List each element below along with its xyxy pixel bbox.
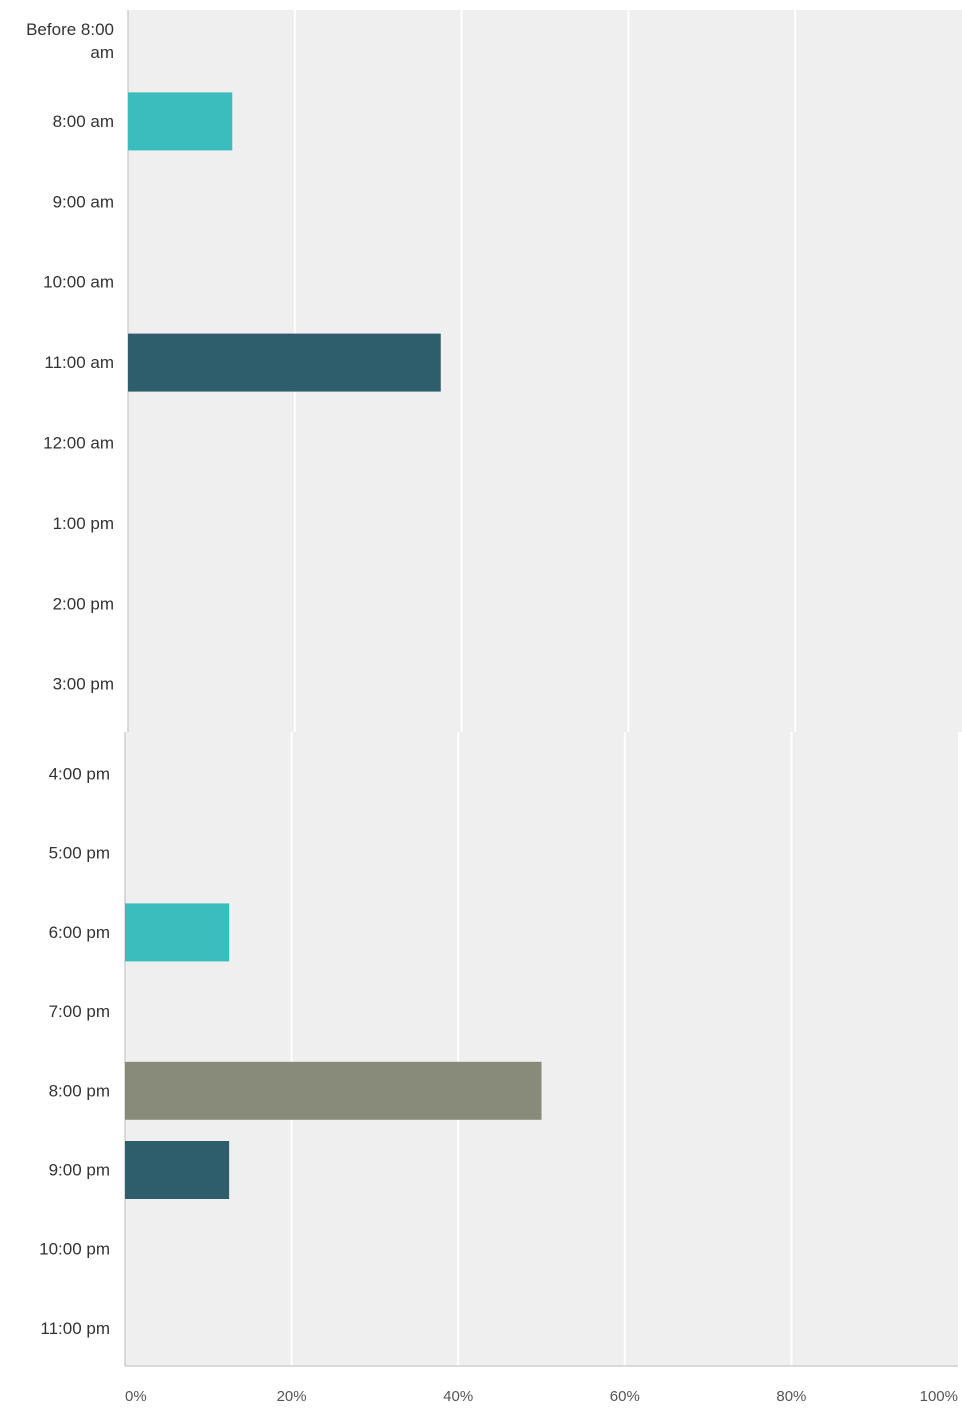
x-tick-label: 100% (920, 1388, 958, 1405)
category-label: Before 8:00 (26, 20, 114, 39)
bar (128, 92, 233, 151)
category-label: 11:00 am (44, 353, 114, 372)
x-tick-label: 40% (443, 1388, 473, 1405)
category-label: am (90, 43, 114, 62)
category-label: 5:00 pm (49, 844, 110, 863)
category-label: 8:00 am (53, 112, 114, 131)
category-label: 2:00 pm (53, 594, 114, 613)
category-label: 4:00 pm (49, 765, 110, 784)
category-label: 9:00 pm (49, 1161, 110, 1180)
plot-area-2 (125, 732, 958, 1366)
category-label: 6:00 pm (49, 923, 110, 942)
category-label: 9:00 am (53, 192, 114, 211)
category-label: 11:00 pm (40, 1319, 110, 1338)
bar (125, 1061, 542, 1120)
x-tick-label: 0% (125, 1388, 147, 1405)
x-tick-label: 20% (277, 1388, 307, 1405)
category-label: 3:00 pm (53, 675, 114, 694)
bar (125, 903, 230, 962)
category-label: 1:00 pm (53, 514, 114, 533)
category-label: 10:00 am (43, 273, 114, 292)
x-tick-label: 60% (610, 1388, 640, 1405)
category-label: 8:00 pm (49, 1081, 110, 1100)
category-label: 12:00 am (43, 434, 114, 453)
bar (128, 333, 441, 392)
category-label: 7:00 pm (49, 1002, 110, 1021)
x-tick-label: 80% (776, 1388, 806, 1405)
category-label: 10:00 pm (39, 1240, 110, 1259)
bar (125, 1141, 230, 1199)
